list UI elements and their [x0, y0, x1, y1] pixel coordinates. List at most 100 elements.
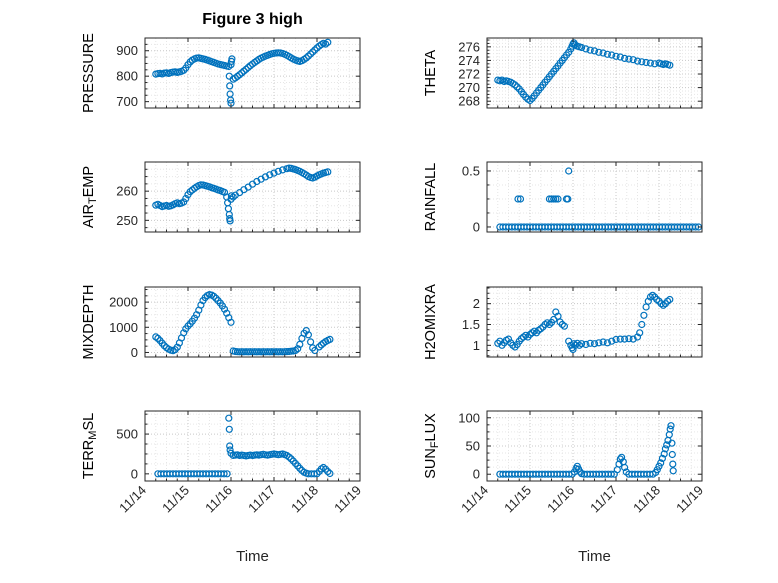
y-tick-label: 268 — [458, 94, 480, 109]
data-point — [182, 194, 190, 203]
data-point — [227, 449, 235, 457]
data-point — [180, 329, 188, 337]
x-axis-label-left: Time — [236, 548, 269, 565]
data-point — [224, 199, 232, 207]
x-tick-label: 11/18 — [288, 483, 321, 516]
x-tick-label: 11/18 — [630, 483, 663, 516]
data-point — [571, 341, 579, 349]
y-tick-label: 2000 — [109, 295, 138, 310]
data-point — [629, 335, 637, 343]
data-point — [270, 169, 278, 177]
y-tick-label: 276 — [458, 39, 480, 54]
y-tick-label: 900 — [116, 43, 138, 58]
data-point — [226, 90, 234, 98]
y-tick-label: 1.5 — [462, 317, 480, 332]
data-point — [244, 63, 252, 72]
scatter-points — [496, 422, 677, 478]
data-point — [261, 173, 269, 181]
subplot-mixdepth: 0 1000 2000 MIXDEPTH — [81, 285, 361, 360]
data-point — [608, 51, 616, 59]
data-point — [582, 340, 590, 349]
data-point — [550, 195, 558, 203]
data-point — [657, 459, 665, 467]
data-point — [552, 195, 560, 203]
x-tick-label: 11/14 — [458, 483, 491, 516]
major-grid — [145, 287, 360, 357]
data-point — [653, 466, 661, 474]
data-point — [279, 166, 287, 174]
data-point — [595, 339, 603, 347]
data-point — [640, 311, 648, 319]
data-point — [620, 463, 629, 472]
data-point — [620, 54, 629, 63]
data-point — [313, 470, 321, 478]
data-point — [302, 54, 310, 62]
data-point — [287, 455, 295, 463]
axis-ticks — [144, 411, 361, 481]
y-axis-label: H2OMIXRA — [423, 284, 439, 360]
data-point — [669, 467, 677, 475]
y-tick-label: 0 — [473, 467, 480, 482]
y-tick-label: 50 — [466, 439, 480, 454]
data-point — [612, 335, 620, 344]
data-point — [537, 325, 545, 333]
y-tick-label: 272 — [458, 67, 480, 82]
axis-ticks — [486, 162, 703, 232]
x-tick-label: 11/15 — [159, 483, 192, 516]
data-point — [526, 96, 534, 105]
data-point — [603, 50, 612, 58]
data-point — [311, 46, 319, 54]
scatter-points — [152, 38, 332, 107]
data-point — [511, 81, 519, 89]
x-tick-label: 11/17 — [587, 483, 620, 516]
data-point — [516, 195, 525, 203]
data-point — [326, 469, 334, 478]
data-point — [225, 414, 233, 422]
data-point — [667, 422, 675, 430]
data-point — [224, 205, 232, 213]
y-tick-label: 2 — [473, 296, 480, 311]
y-axis-label: PRESSURE — [81, 33, 97, 113]
data-point — [228, 55, 236, 63]
data-point — [324, 168, 332, 176]
data-point — [576, 468, 584, 476]
data-point — [599, 49, 607, 57]
data-point — [274, 167, 282, 175]
data-point — [517, 335, 526, 343]
y-tick-label: 0 — [473, 219, 480, 234]
data-point — [229, 193, 237, 201]
data-point — [577, 43, 586, 52]
data-point — [668, 439, 676, 447]
data-point — [227, 96, 235, 104]
data-point — [514, 195, 522, 203]
data-point — [309, 48, 317, 56]
axis-ticks — [144, 38, 361, 108]
data-point — [238, 69, 246, 77]
data-point — [658, 454, 667, 462]
data-point — [226, 442, 234, 450]
data-point — [636, 329, 644, 337]
scatter-points — [154, 414, 334, 478]
data-point — [220, 305, 229, 313]
data-point — [590, 47, 599, 55]
minor-grid — [145, 287, 360, 357]
data-point — [180, 198, 188, 206]
x-tick-label: 11/16 — [202, 483, 235, 516]
data-point — [560, 322, 569, 330]
data-point — [648, 291, 657, 299]
data-point — [625, 55, 633, 63]
subplot-rainfall: 0 0.5 RAINFALL — [423, 161, 703, 234]
y-tick-label: 0 — [131, 345, 138, 360]
y-tick-label: 100 — [458, 410, 480, 425]
axis-ticks — [144, 162, 361, 232]
data-point — [666, 295, 674, 304]
data-point — [655, 462, 663, 470]
scatter-points — [152, 291, 334, 356]
data-point — [226, 82, 234, 90]
data-point — [220, 470, 228, 478]
data-point — [558, 320, 566, 329]
data-point — [227, 195, 235, 203]
x-tick-label: 11/19 — [331, 483, 364, 516]
data-point — [154, 334, 162, 342]
